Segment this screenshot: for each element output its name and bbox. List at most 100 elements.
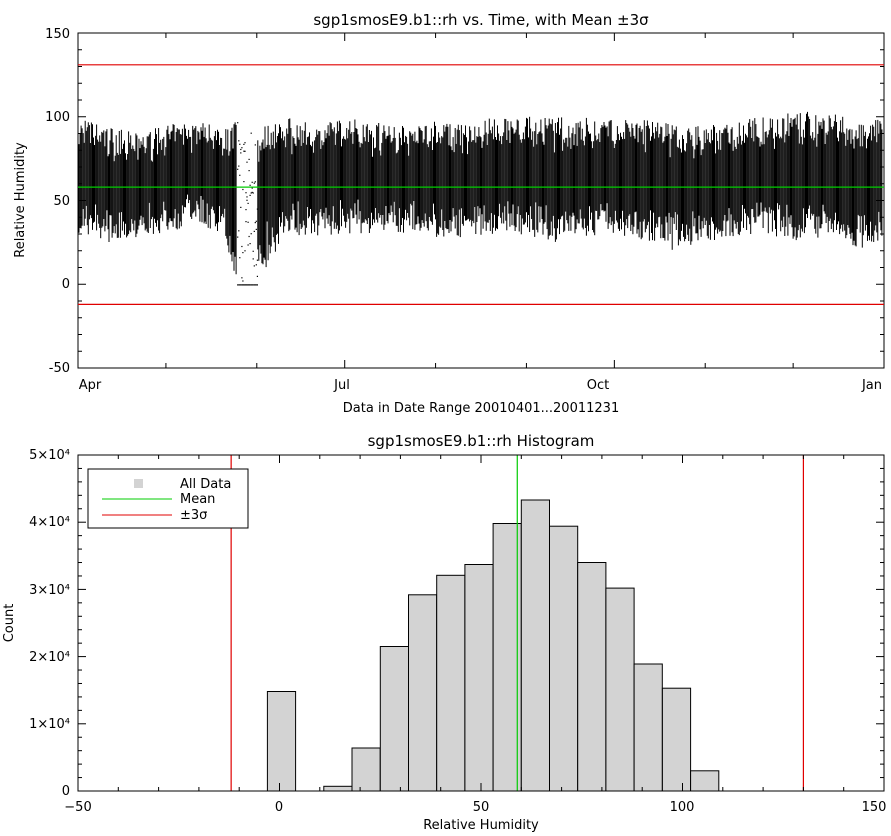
timeseries-point [250,192,252,194]
y-tick-label: 50 [53,194,70,209]
y-tick-label: -50 [49,361,70,376]
timeseries-point [252,284,254,286]
timeseries-point [254,222,256,224]
timeseries-point [240,206,242,208]
timeseries-point [251,191,253,193]
x-tick-label: −50 [64,800,91,815]
timeseries-point [255,228,257,230]
histogram-plot-area [77,454,885,792]
timeseries-point [251,187,253,189]
timeseries-point [245,221,247,223]
histogram-bar [464,564,494,792]
x-tick-label: Oct [587,378,609,393]
x-tick-label: Jan [861,378,882,393]
timeseries-point [241,245,243,248]
legend-label-sigma: ±3σ [180,508,207,523]
timeseries-point [256,275,258,277]
timeseries-point [256,284,258,286]
timeseries-point [245,192,247,194]
timeseries-point [248,284,250,286]
histogram-y-tick-labels: 0 1×10⁴ 2×10⁴ 3×10⁴ 4×10⁴ 5×10⁴ [29,448,70,799]
timeseries-point [241,277,243,279]
x-tick-label: 100 [670,800,695,815]
timeseries-point [238,230,240,232]
timeseries-point [246,199,248,201]
timeseries-point [252,192,254,194]
timeseries-point [241,284,243,286]
x-tick-label: 150 [862,800,887,815]
legend-swatch-all-data [134,479,143,488]
timeseries-point [245,209,247,211]
y-tick-label: 1×10⁴ [29,717,70,732]
timeseries-point [237,122,239,124]
timeseries-point [256,259,258,261]
timeseries-point [247,284,249,286]
timeseries-point [250,132,252,134]
histogram-bar [323,785,353,792]
timeseries-point [247,202,249,204]
timeseries-point [244,284,246,286]
timeseries-point [253,284,255,286]
timeseries-point [242,188,244,191]
timeseries-data [78,111,883,286]
timeseries-point [253,182,255,184]
timeseries-point [249,184,251,186]
timeseries-point [255,220,257,222]
timeseries-point [240,284,242,286]
histogram-x-tick-labels: −50 0 50 100 150 [64,800,886,815]
timeseries-point [248,158,250,160]
legend-label-mean: Mean [180,492,215,507]
timeseries-point [238,284,240,286]
histogram-ticks [77,454,885,792]
y-tick-label: 150 [45,27,70,42]
timeseries-point [241,147,243,149]
histogram-y-axis-label: Count [2,604,17,643]
histogram-bar [605,587,635,792]
timeseries-point [239,174,241,176]
histogram-bar [577,562,607,792]
timeseries-point [243,150,245,152]
timeseries-point [243,143,245,145]
x-tick-label: Jul [333,378,350,393]
legend-label-all-data: All Data [180,477,231,492]
timeseries-point [240,148,242,151]
x-tick-label: 50 [473,800,490,815]
timeseries-x-axis-label: Data in Date Range 20010401...20011231 [343,401,619,416]
y-tick-label: 100 [45,110,70,125]
timeseries-point [251,284,253,286]
timeseries-point [238,140,240,142]
y-tick-label: 4×10⁴ [29,515,70,530]
timeseries-point [238,165,240,167]
timeseries-point [255,284,257,286]
histogram-bar [690,770,720,792]
timeseries-point [237,236,239,238]
timeseries-chart: sgp1smosE9.b1::rh vs. Time, with Mean ±3… [13,11,885,416]
histogram-bar [661,687,692,792]
timeseries-x-tick-labels: Apr Jul Oct Jan [79,378,882,393]
timeseries-point [250,284,252,286]
timeseries-reference-lines [78,64,884,305]
timeseries-point [245,284,247,286]
histogram-bars [266,499,720,792]
timeseries-point [253,230,255,232]
timeseries-point [237,284,239,286]
timeseries-point [250,233,252,235]
timeseries-point [244,142,246,144]
timeseries-point [252,258,254,260]
y-tick-label: 0 [62,784,70,799]
histogram-bar [436,574,466,792]
timeseries-point [237,168,239,170]
timeseries-point [246,284,248,286]
timeseries-point [249,243,251,245]
timeseries-point [248,170,250,172]
timeseries-point [254,144,256,146]
timeseries-point [239,284,241,286]
timeseries-ticks [77,32,885,369]
y-tick-label: 5×10⁴ [29,448,70,463]
histogram-legend: All Data Mean ±3σ [87,468,249,529]
timeseries-point [240,152,242,154]
timeseries-point [251,181,253,183]
timeseries-plot-area [77,32,885,369]
histogram-bar [549,525,579,792]
